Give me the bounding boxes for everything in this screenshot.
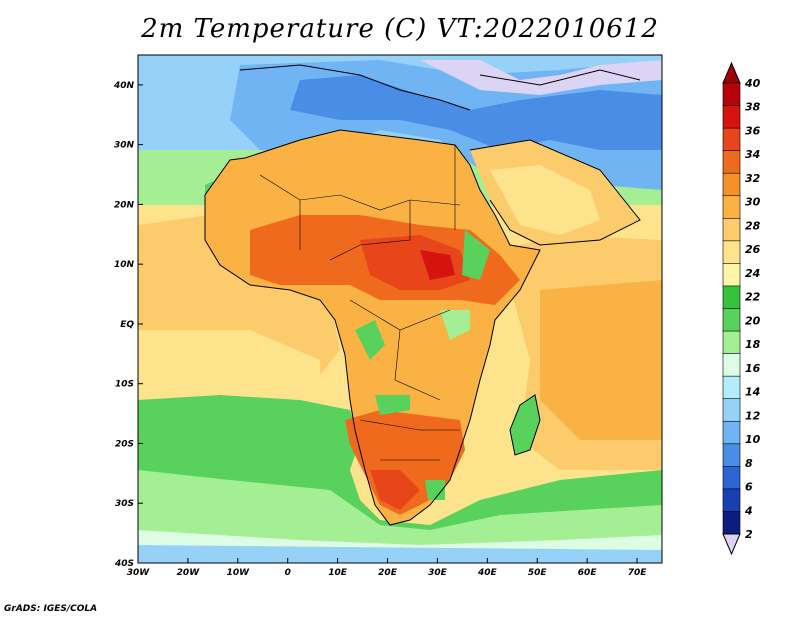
- colorbar-label: 8: [745, 457, 753, 470]
- colorbar-bottom-triangle: [722, 533, 741, 556]
- colorbar-swatch: [722, 172, 741, 197]
- map-frame: [137, 54, 663, 564]
- colorbar-label: 28: [745, 219, 761, 232]
- lat-tick-label: 40N: [113, 81, 135, 91]
- colorbar-label: 40: [744, 77, 761, 90]
- colorbar-label: 16: [745, 362, 761, 375]
- lon-tick-label: 10E: [328, 568, 348, 578]
- colorbar-swatch: [722, 105, 741, 129]
- colorbar-swatch: [722, 443, 741, 468]
- colorbar-swatch: [722, 353, 741, 377]
- colorbar-label: 12: [745, 409, 761, 422]
- colorbar-swatch: [722, 195, 741, 220]
- colorbar-swatch: [722, 285, 741, 310]
- colorbar-label: 2: [745, 528, 753, 541]
- lat-tick-label: 20N: [114, 200, 135, 210]
- lon-tick-label: 0: [285, 568, 291, 578]
- map-title: 2m Temperature (C) VT:2022010612: [141, 14, 659, 44]
- colorbar-label: 38: [745, 101, 761, 114]
- lon-tick-label: 30E: [428, 568, 448, 578]
- lon-tick-label: 30W: [127, 568, 151, 578]
- colorbar-swatch: [722, 240, 741, 265]
- colorbar-swatch: [722, 398, 741, 423]
- lon-tick-label: 20E: [378, 568, 398, 578]
- colorbar-label: 14: [745, 386, 760, 399]
- colorbar-label: 22: [745, 291, 761, 304]
- colorbar-swatch: [722, 82, 741, 107]
- lat-tick-label: 10S: [115, 380, 134, 390]
- colorbar-label: 4: [744, 504, 753, 517]
- colorbar-label: 36: [745, 124, 761, 137]
- map-field: [138, 55, 662, 563]
- colorbar-swatch: [722, 127, 741, 152]
- colorbar-label: 26: [745, 243, 761, 256]
- lon-tick-label: 70E: [628, 568, 648, 578]
- colorbar-swatch: [722, 263, 741, 287]
- colorbar-swatch: [722, 218, 741, 242]
- lat-tick-label: EQ: [120, 320, 134, 330]
- colorbar-label: 34: [745, 148, 760, 161]
- lon-tick-label: 60E: [578, 568, 598, 578]
- lat-tick-label: 30N: [114, 141, 135, 151]
- colorbar-swatch: [722, 308, 741, 332]
- lat-tick-label: 30S: [115, 499, 134, 509]
- colorbar-label: 10: [745, 433, 761, 446]
- lon-tick-label: 50E: [528, 568, 548, 578]
- lon-tick-label: 10W: [227, 568, 251, 578]
- colorbar-label: 18: [745, 338, 761, 351]
- grads-credit: GrADS: IGES/COLA: [4, 604, 98, 614]
- latitude-axis: 40N 30N 20N 10N EQ 10S 20S 30S 40S: [113, 81, 143, 569]
- lon-tick-label: 20W: [177, 568, 201, 578]
- colorbar-label: 32: [745, 172, 761, 185]
- colorbar-swatch: [722, 511, 741, 535]
- colorbar-swatch: [722, 375, 741, 400]
- colorbar: 40 38 36 34 32 30 28 26 24 22 20 18 16 14 12 10 8 6 4 2: [722, 61, 761, 556]
- longitude-axis: 30W 20W 10W 0 10E 20E 30E 40E 50E 60E 70E: [127, 558, 647, 578]
- colorbar-label: 30: [745, 196, 761, 209]
- colorbar-swatch: [722, 150, 741, 174]
- colorbar-swatch: [722, 330, 741, 355]
- colorbar-swatch: [722, 466, 741, 490]
- colorbar-label: 20: [745, 314, 761, 327]
- lat-tick-label: 20S: [115, 439, 134, 449]
- lon-tick-label: 40E: [477, 568, 498, 578]
- colorbar-top-triangle: [722, 61, 741, 84]
- colorbar-swatch: [722, 488, 741, 513]
- lat-tick-label: 40S: [114, 559, 134, 569]
- colorbar-label: 6: [745, 481, 753, 494]
- colorbar-label: 24: [745, 267, 760, 280]
- colorbar-swatch: [722, 420, 741, 445]
- lat-tick-label: 10N: [114, 260, 135, 270]
